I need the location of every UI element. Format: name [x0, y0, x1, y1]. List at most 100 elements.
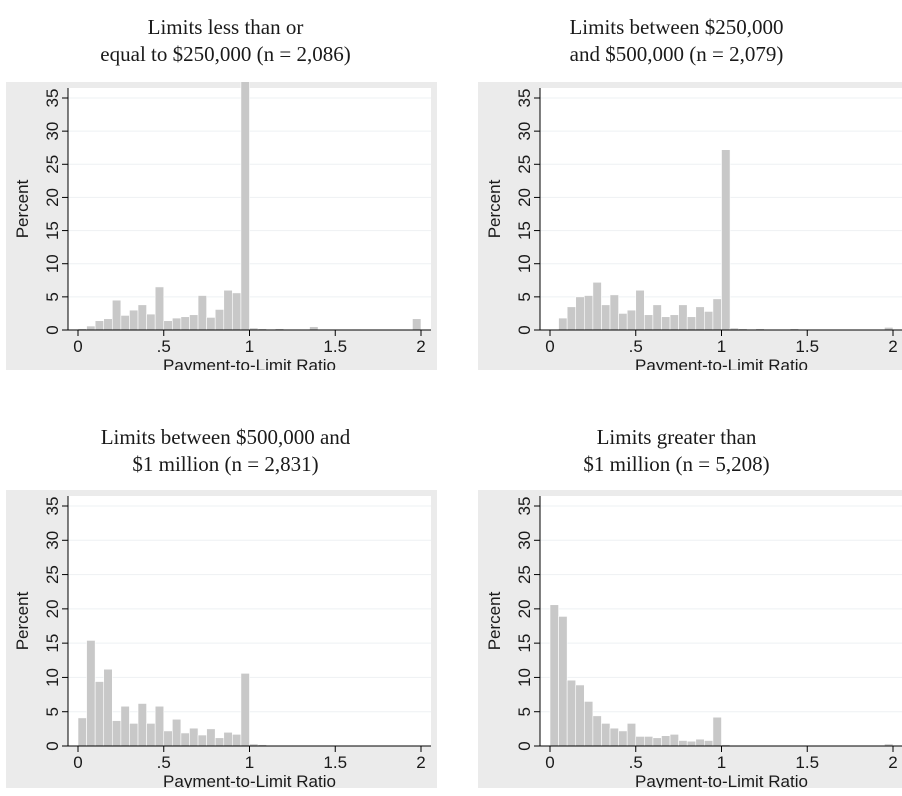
histogram-bar [712, 716, 722, 747]
x-tick-label: 2 [416, 337, 425, 356]
y-tick-label: 15 [43, 634, 62, 653]
histogram-bar [206, 728, 216, 747]
x-tick-label: 1.5 [795, 753, 819, 772]
histogram-bar [240, 82, 250, 331]
histogram-bar [549, 604, 559, 747]
histogram-bar [223, 731, 233, 747]
histogram-bar [678, 304, 688, 331]
histogram-bar [584, 295, 594, 331]
y-tick-label: 25 [43, 565, 62, 584]
histogram-bar [163, 730, 173, 747]
y-tick-label: 20 [515, 599, 534, 618]
y-tick-label: 5 [515, 707, 534, 716]
x-tick-label: 1.5 [795, 337, 819, 356]
histogram-bar [661, 316, 671, 331]
x-tick-label: 0 [545, 337, 554, 356]
x-tick-label: 1.5 [323, 337, 347, 356]
histogram-bar [601, 723, 611, 747]
histogram-bar [626, 309, 637, 331]
histogram-bar [592, 715, 602, 747]
histogram-bar [695, 306, 705, 331]
chart-title-4: Limits greater than $1 million (n = 5,20… [451, 424, 902, 478]
histogram-bar [695, 738, 705, 747]
plot-area [540, 496, 902, 746]
histogram-bar [686, 740, 697, 747]
histogram-bar [644, 736, 654, 747]
y-tick-label: 35 [515, 497, 534, 516]
x-tick-label: 1.5 [323, 753, 347, 772]
y-tick-label: 5 [515, 292, 534, 301]
x-tick-label: .5 [157, 753, 171, 772]
chart-title-1-line-1: Limits less than or [147, 15, 304, 39]
histogram-bar [661, 735, 671, 747]
chart-title-2: Limits between $250,000 and $500,000 (n … [451, 14, 902, 68]
histogram-bar [137, 703, 147, 747]
histogram-bar [618, 730, 628, 747]
y-tick-label: 5 [43, 292, 62, 301]
histogram-panel-3: 0 5 10 15 20 25 30 35 0 .5 1 1.5 2 Payment-to-Limit R… [6, 490, 437, 788]
x-tick-label: 1 [717, 753, 726, 772]
histogram-bar [635, 289, 645, 331]
y-tick-label: 15 [515, 221, 534, 240]
histogram-bar [686, 316, 697, 331]
y-tick-label: 0 [43, 325, 62, 334]
histogram-bar [189, 314, 199, 331]
histogram-bar [172, 317, 182, 331]
histogram-bar [232, 734, 242, 747]
y-tick-label: 15 [43, 221, 62, 240]
histogram-bar [206, 317, 216, 331]
histogram-bar [146, 723, 156, 747]
y-tick-label: 10 [515, 668, 534, 687]
histogram-bar [652, 737, 662, 747]
histogram-bar [609, 727, 619, 747]
histogram-bar [189, 727, 199, 747]
y-tick-label: 30 [515, 122, 534, 141]
x-axis-label: Payment-to-Limit Ratio [163, 356, 336, 370]
histogram-bar [197, 295, 207, 331]
histogram-bar [601, 304, 611, 331]
histogram-bar [669, 314, 679, 331]
histogram-bar [721, 149, 731, 331]
histogram-bar [163, 320, 173, 331]
histogram-bar [558, 616, 568, 747]
histogram-bar [86, 325, 96, 331]
y-tick-label: 20 [43, 188, 62, 207]
histogram-bar [137, 304, 147, 331]
x-tick-label: 1 [717, 337, 726, 356]
chart-title-1-line-2: equal to $250,000 (n = 2,086) [100, 42, 351, 66]
y-tick-label: 10 [43, 668, 62, 687]
y-tick-label: 25 [515, 565, 534, 584]
y-axis-label: Percent [485, 179, 504, 238]
x-tick-label: .5 [629, 337, 643, 356]
histogram-bar [154, 286, 165, 331]
y-tick-label: 35 [515, 89, 534, 108]
y-tick-label: 25 [515, 155, 534, 174]
histogram-bar [566, 306, 577, 331]
histogram-bar [592, 281, 602, 331]
histogram-bar [214, 309, 225, 331]
histogram-bar [644, 314, 654, 331]
x-axis-label: Payment-to-Limit Ratio [163, 772, 336, 788]
histogram-bar [77, 717, 87, 747]
y-tick-label: 15 [515, 634, 534, 653]
y-tick-label: 20 [43, 599, 62, 618]
histogram-bar [154, 705, 165, 747]
x-tick-label: 0 [545, 753, 554, 772]
x-tick-label: 2 [888, 337, 897, 356]
histogram-panel-2: 0 5 10 15 20 25 30 35 0 .5 1 1.5 2 Payment-to-Limit R… [478, 82, 902, 370]
histogram-bar [86, 640, 96, 747]
histogram-bar [669, 734, 679, 747]
histogram-bar [575, 684, 585, 747]
histogram-bar [232, 292, 242, 331]
x-tick-label: 1 [245, 337, 254, 356]
histogram-bar [180, 316, 190, 331]
histogram-bar [103, 318, 113, 331]
histogram-bar [112, 720, 122, 747]
histogram-bar [240, 673, 250, 747]
y-tick-label: 0 [515, 741, 534, 750]
x-tick-label: .5 [157, 337, 171, 356]
y-axis-label: Percent [13, 591, 32, 650]
y-tick-label: 35 [43, 89, 62, 108]
y-tick-label: 20 [515, 188, 534, 207]
histogram-bar [558, 317, 568, 331]
